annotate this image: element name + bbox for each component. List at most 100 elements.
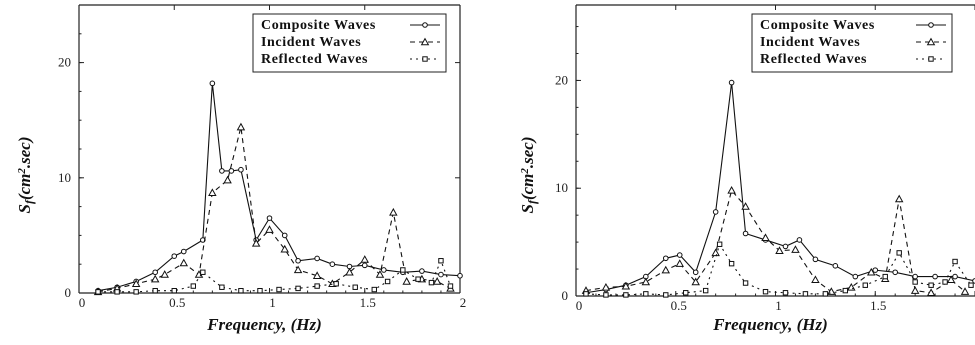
legend-box	[751, 13, 953, 73]
x-tick-label: 0.5	[671, 298, 687, 313]
legend-label: Incident Waves	[261, 35, 361, 50]
data-point-circle	[438, 271, 444, 278]
data-point-square	[716, 241, 723, 247]
data-point-square	[133, 289, 139, 295]
legend: Composite Waves Incident Waves Reflected W…	[751, 13, 953, 73]
data-point-circle	[712, 209, 719, 215]
data-point-triangle	[432, 277, 442, 285]
data-point-circle	[381, 267, 387, 273]
data-point-circle	[295, 257, 301, 264]
data-point-circle	[742, 230, 749, 237]
data-point-square	[912, 279, 918, 285]
data-point-square	[415, 276, 421, 282]
data-point-triangle	[691, 277, 700, 286]
legend-label: Incident Waves	[760, 35, 860, 50]
data-point-triangle	[402, 277, 411, 285]
data-point-circle	[692, 269, 699, 276]
data-point-triangle	[179, 258, 189, 267]
data-point-square	[623, 292, 629, 298]
data-point-circle	[892, 269, 899, 276]
y-axis-title-part: .sec)	[518, 136, 537, 168]
data-point-square	[352, 284, 358, 290]
data-point-circle	[219, 168, 225, 174]
series-line-circle	[585, 82, 975, 294]
data-point-circle	[972, 278, 975, 284]
data-point-square	[190, 283, 197, 289]
data-point-circle	[171, 253, 178, 259]
data-point-square	[663, 292, 669, 298]
data-point-triangle	[775, 246, 784, 254]
y-axis-title-part: (cm	[518, 174, 537, 200]
data-point-circle	[152, 269, 158, 276]
data-point-circle	[662, 255, 669, 262]
legend-label: Reflected Waves	[760, 52, 867, 67]
data-point-square	[822, 291, 829, 297]
y-axis-title-part: .sec)	[15, 136, 34, 168]
data-point-square	[842, 287, 849, 294]
data-point-circle	[796, 237, 803, 243]
data-point-triangle	[251, 239, 261, 247]
data-point-triangle	[236, 122, 246, 131]
data-point-circle	[180, 248, 187, 255]
data-point-square	[276, 286, 282, 293]
data-point-square	[333, 281, 339, 287]
legend-marker-square	[928, 56, 934, 62]
y-axis-title-part: f	[525, 199, 539, 204]
data-point-triangle	[621, 281, 631, 290]
data-point-circle	[872, 267, 879, 273]
data-point-square	[896, 250, 902, 256]
data-point-circle	[832, 263, 839, 269]
data-point-triangle	[926, 288, 936, 296]
data-point-circle	[782, 243, 789, 250]
data-point-circle	[238, 166, 244, 173]
y-tick-label: 20	[58, 55, 71, 70]
data-point-square	[114, 289, 120, 295]
legend-marker-circle	[422, 22, 428, 28]
data-point-square	[862, 282, 868, 288]
data-point-circle	[419, 268, 425, 274]
data-point-circle	[676, 252, 683, 258]
data-point-square	[428, 279, 435, 286]
data-point-circle	[812, 256, 819, 263]
data-point-square	[928, 282, 934, 288]
data-point-square	[200, 269, 206, 275]
data-point-square	[238, 287, 244, 294]
data-point-triangle	[867, 267, 876, 276]
y-axis-title-part: S	[518, 204, 537, 213]
data-point-triangle	[312, 271, 322, 279]
y-axis-title: Sf(cm2.sec)	[15, 136, 36, 213]
legend-marker-square	[422, 56, 428, 62]
y-tick-label: 10	[58, 170, 71, 185]
data-point-square	[583, 291, 589, 297]
data-point-triangle	[601, 282, 611, 291]
data-point-square	[683, 290, 689, 296]
data-point-triangle	[675, 259, 684, 267]
data-point-triangle	[894, 194, 904, 203]
x-tick-label: 1.5	[870, 298, 886, 313]
data-point-triangle	[946, 275, 956, 284]
series-line-circle	[97, 83, 461, 292]
x-tick-label: 2	[460, 295, 467, 310]
data-point-triangle	[360, 255, 369, 263]
data-point-square	[968, 282, 974, 288]
data-point-circle	[228, 168, 235, 174]
data-point-triangle	[811, 275, 820, 284]
legend-box	[252, 13, 447, 73]
legend-marker-triangle	[926, 37, 936, 46]
data-point-triangle	[280, 244, 289, 253]
y-axis-title-part: S	[15, 204, 34, 213]
data-point-square	[447, 283, 454, 289]
legend-label: Composite Waves	[760, 18, 875, 33]
x-tick-label: 0.5	[169, 295, 185, 310]
legend-marker-triangle	[420, 37, 430, 46]
data-point-triangle	[131, 279, 141, 288]
data-point-circle	[912, 273, 918, 280]
data-point-circle	[728, 79, 735, 86]
series-line-square	[585, 242, 972, 296]
y-tick-label: 0	[65, 285, 72, 300]
data-point-square	[942, 279, 948, 285]
data-point-circle	[952, 273, 958, 280]
data-point-circle	[266, 215, 273, 221]
legend-marker-circle	[928, 22, 934, 28]
data-point-square	[952, 258, 958, 265]
